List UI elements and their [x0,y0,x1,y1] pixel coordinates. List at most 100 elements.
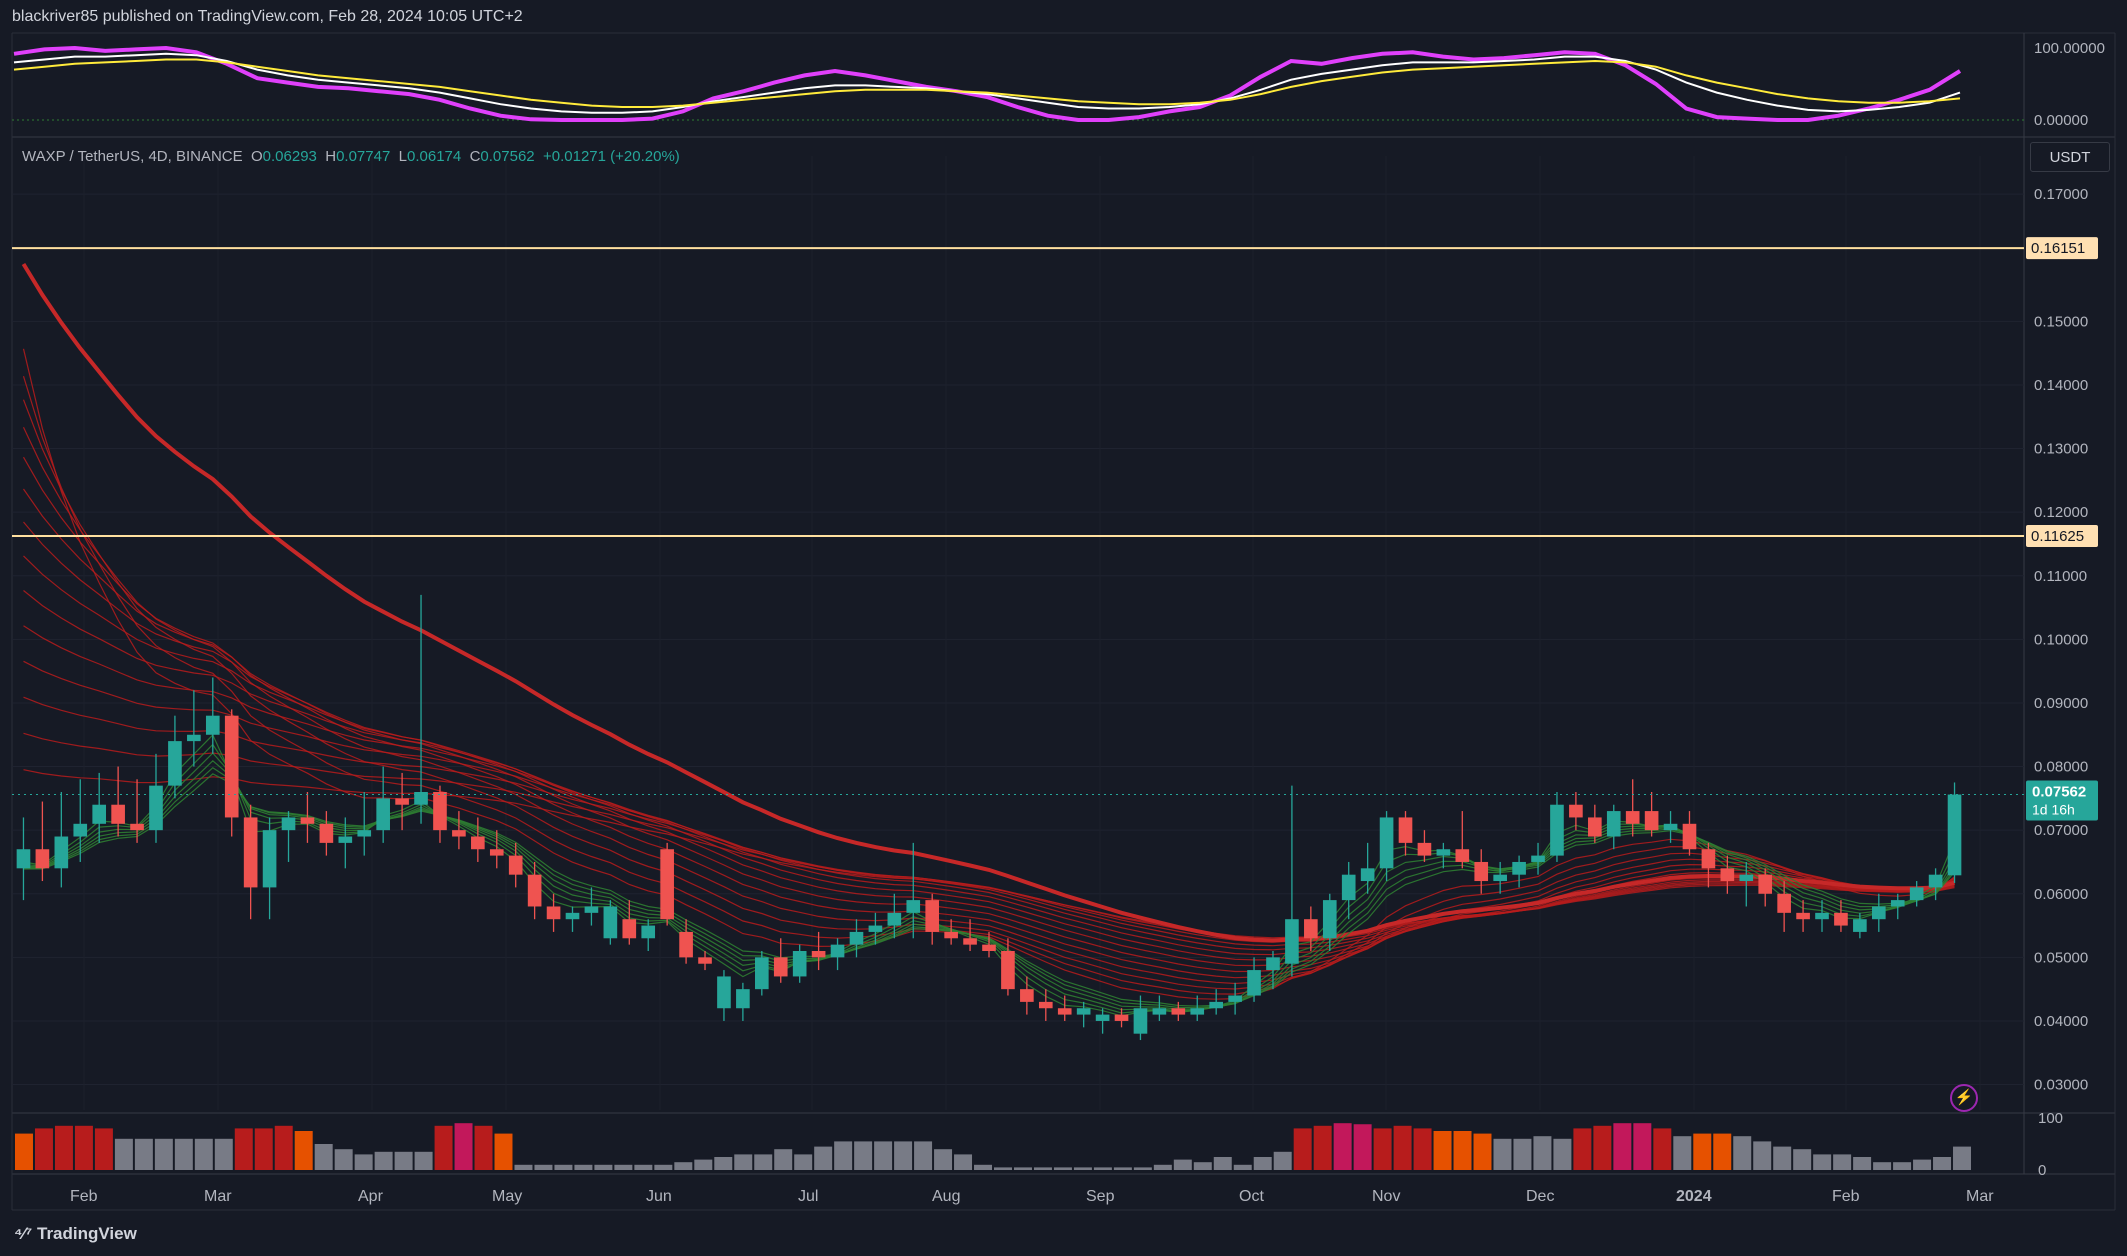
candle-body [489,849,504,856]
volume-bar [1593,1125,1612,1170]
time-tick-label: Oct [1239,1188,1264,1205]
candle-body [1569,804,1583,818]
volume-bar [274,1125,293,1170]
candle-body [963,938,977,945]
volume-bar [374,1151,393,1170]
volume-bar [1333,1123,1352,1170]
ma-ribbon-red [23,590,1955,956]
candle-body [584,906,599,913]
volume-bar [614,1164,633,1170]
time-tick-label: Mar [1966,1188,1994,1205]
candle-body [1436,849,1451,856]
volume-bar [1393,1125,1412,1170]
volume-bar [15,1133,33,1170]
volume-bar [894,1141,913,1170]
volume-bar [1153,1164,1172,1170]
candle-body [868,925,883,932]
candle-body [1853,919,1867,932]
candle-body [1739,874,1754,882]
candle-body [54,836,69,869]
currency-button[interactable]: USDT [2030,142,2110,172]
time-tick-label: Nov [1372,1188,1400,1205]
candle-body [1682,823,1697,850]
candle-body [92,804,107,824]
volume-bar [1533,1136,1552,1170]
volume-bar [1913,1159,1932,1170]
volume-bar [454,1123,473,1170]
candle-body [830,944,845,958]
volume-bar [1873,1162,1892,1170]
candle-body [1644,811,1659,831]
volume-bar [1293,1128,1312,1170]
candle-body [111,804,125,824]
candle-body [149,785,163,831]
time-tick-label: Sep [1086,1188,1115,1205]
volume-bar [814,1146,833,1170]
candle-body [1398,817,1413,843]
level-price-label: 0.16151 [2031,240,2085,257]
symbol-label[interactable]: WAXP / TetherUS, 4D, BINANCE [22,148,243,165]
candle-body [679,931,693,958]
time-tick-label: Jun [646,1188,672,1205]
open-label: O [250,148,263,165]
close-value: 0.07562 [480,148,535,165]
volume-bar [314,1144,333,1170]
candle-body [1606,811,1621,837]
volume-bar [334,1149,353,1170]
low-label: L [398,148,407,165]
branding-label: TradingView [37,1224,137,1243]
volume-bar [1453,1131,1472,1170]
change-value: +0.01271 (+20.20%) [543,148,680,165]
candle-body [338,836,353,843]
candle-body [925,900,940,932]
lightning-icon[interactable]: ⚡ [1950,1084,1978,1112]
volume-bar [574,1164,593,1170]
price-tick-label: 0.12000 [2034,504,2088,521]
candle-body [546,906,561,920]
candle-body [1057,1008,1072,1015]
time-tick-label: Aug [932,1188,960,1205]
candle-body [1815,912,1829,920]
volume-bar [1693,1133,1712,1170]
candle-body [1417,842,1432,856]
candle-body [565,912,580,920]
volume-tick-label: 0 [2038,1162,2046,1179]
candle-body [376,798,390,831]
volume-bar [1193,1162,1212,1170]
volume-bar [914,1141,933,1170]
countdown-label: 1d 16h [2032,802,2075,818]
candle-body [1152,1008,1167,1015]
volume-bar [1833,1154,1852,1170]
volume-bar [94,1128,113,1170]
volume-bar [1213,1157,1232,1170]
volume-bar [634,1164,653,1170]
candle-body [1890,900,1905,907]
volume-bar [234,1128,253,1170]
volume-bar [1373,1128,1392,1170]
candle-body [357,830,372,837]
candle-body [1720,868,1735,882]
price-tick-label: 0.13000 [2034,441,2088,458]
volume-bar [1233,1164,1252,1170]
candle-body [982,944,996,951]
candle-body [1020,989,1034,1002]
candle-body [773,957,788,977]
price-tick-label: 0.07000 [2034,822,2088,839]
volume-bar [1613,1123,1632,1170]
level-price-label: 0.11625 [2031,528,2084,545]
volume-bar [54,1125,73,1170]
candle-body [1871,906,1886,920]
osc-series-line [13,58,1961,108]
candle-body [1171,1008,1186,1015]
volume-bar [1553,1138,1572,1170]
candle-body [168,741,182,786]
volume-bar [514,1164,533,1170]
candle-body [319,823,334,843]
tradingview-logo[interactable]: ⁴⁄⁷ TradingView [14,1224,137,1244]
ma-ribbon-red [22,399,1955,990]
volume-bar [1933,1157,1952,1170]
candle-body [300,817,315,824]
candle-body [755,957,769,990]
ma-main-red [21,262,1955,943]
